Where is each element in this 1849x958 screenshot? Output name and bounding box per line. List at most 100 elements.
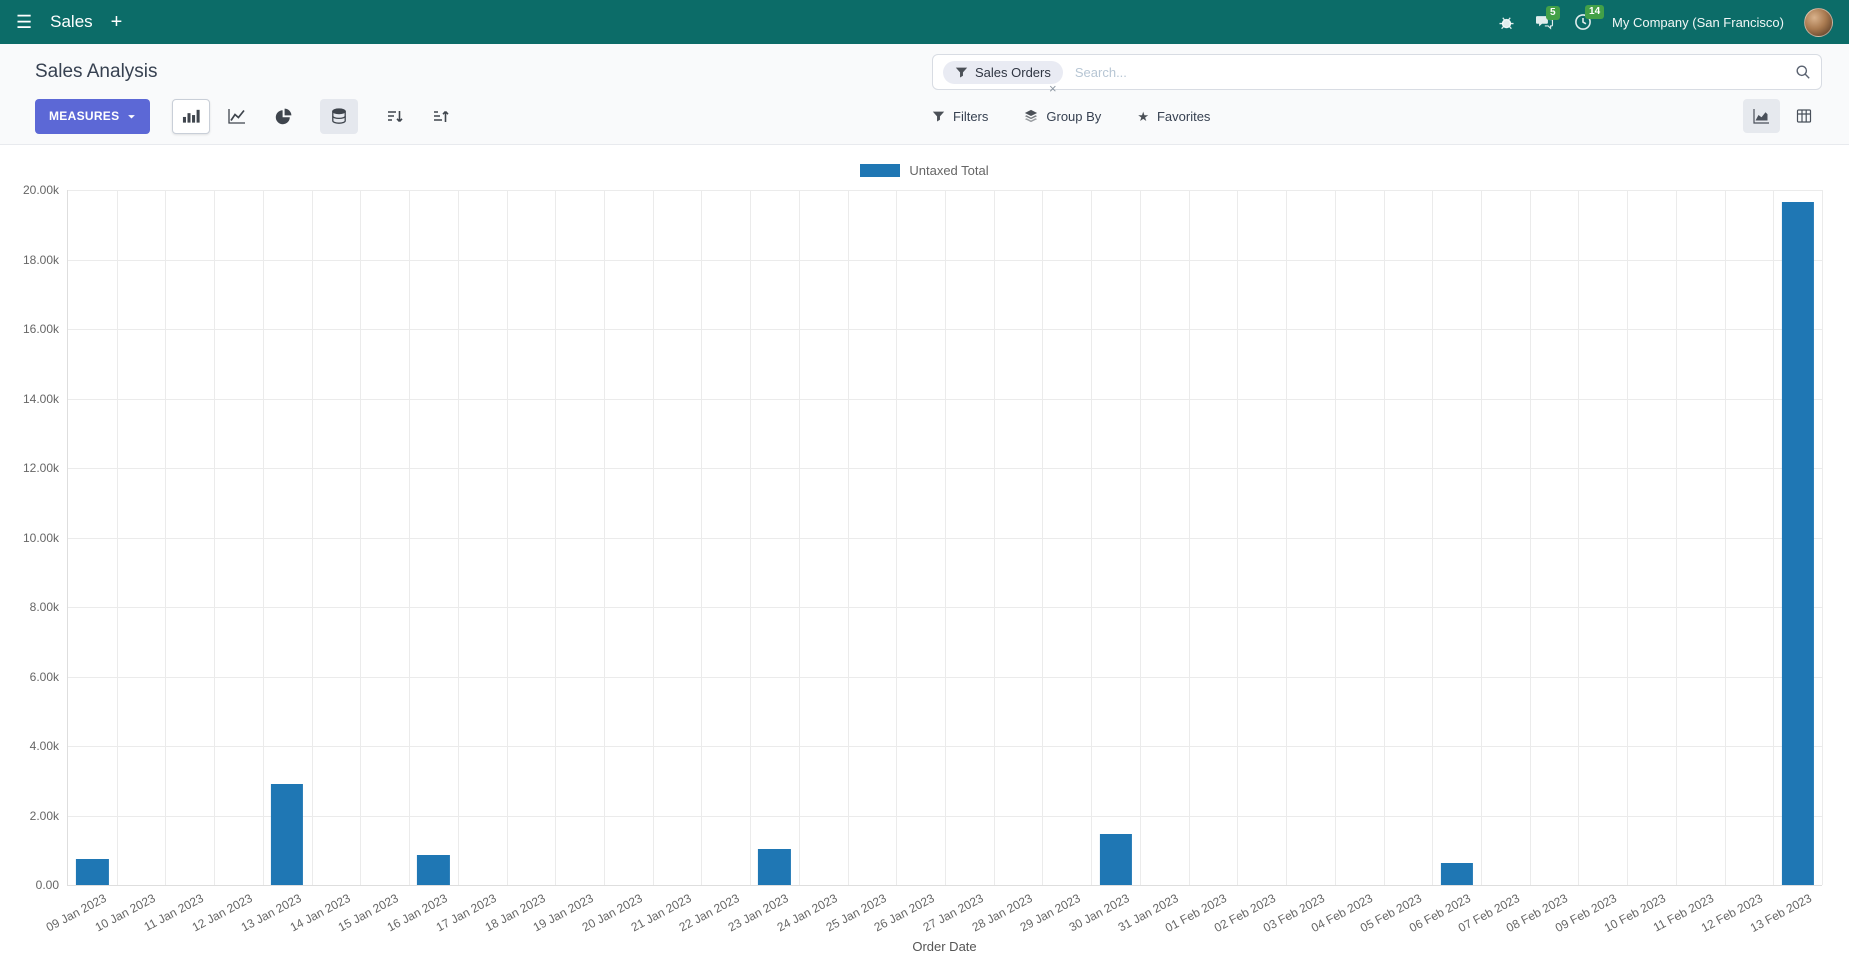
gridline-v (1042, 190, 1044, 885)
gridline-v (896, 190, 898, 885)
caret-down-icon (128, 114, 136, 118)
gridline-v (1334, 190, 1336, 885)
control-panel: Sales Analysis Sales Orders × MEASURES (0, 44, 1849, 145)
search-facet-label: Sales Orders (975, 64, 1051, 80)
apps-menu-icon[interactable]: ☰ (16, 12, 33, 32)
bar-06-feb-2023[interactable] (1440, 863, 1473, 885)
gridline-v (1627, 190, 1629, 885)
messages-badge: 5 (1546, 5, 1560, 20)
y-tick-label: 18.00k (22, 252, 59, 267)
gridline-v (262, 190, 264, 885)
company-switcher[interactable]: My Company (San Francisco) (1612, 14, 1784, 30)
facet-remove-icon[interactable]: × (1049, 81, 1057, 96)
gridline-v (360, 190, 362, 885)
star-icon: ★ (1137, 108, 1149, 124)
gridline-v (506, 190, 508, 885)
app-name[interactable]: Sales (50, 12, 93, 31)
database-stack-icon (332, 107, 347, 124)
bar-30-jan-2023[interactable] (1099, 833, 1132, 885)
gridline-v (945, 190, 946, 885)
line-chart-type-button[interactable] (218, 99, 256, 134)
gridline-v (116, 190, 118, 885)
search-facet-sales-orders[interactable]: Sales Orders (943, 60, 1063, 84)
pie-chart-type-button[interactable] (264, 99, 302, 134)
bug-icon (1499, 16, 1514, 29)
gridline-v (311, 190, 313, 885)
favorites-button[interactable]: ★ Favorites (1137, 108, 1211, 124)
pivot-view-button[interactable] (1785, 99, 1822, 133)
bar-09-jan-2023[interactable] (76, 858, 109, 885)
gridline-v (750, 190, 752, 885)
filters-button[interactable]: Filters (932, 109, 988, 124)
bar-chart-icon (183, 109, 201, 123)
legend-label: Untaxed Total (909, 162, 989, 178)
search-input[interactable] (1072, 63, 1785, 81)
gridline-v (1578, 190, 1580, 885)
measures-button[interactable]: MEASURES (35, 98, 151, 134)
legend-swatch (860, 163, 901, 177)
gridline-v (457, 190, 459, 885)
filter-funnel-icon (955, 67, 968, 78)
search-bar[interactable]: Sales Orders × (932, 54, 1822, 95)
sort-descending-button[interactable] (376, 99, 414, 134)
gridline-v (1237, 190, 1239, 885)
sort-ascending-icon (434, 110, 450, 122)
bar-13-jan-2023[interactable] (271, 784, 304, 885)
gridline-v (1773, 190, 1775, 885)
gridline-v (1139, 190, 1141, 885)
bar-chart-type-button[interactable] (172, 98, 211, 134)
sort-ascending-button[interactable] (422, 99, 460, 134)
filters-funnel-icon (932, 111, 945, 122)
gridline-v (1822, 190, 1823, 885)
gridline-v (1091, 190, 1093, 885)
page-title: Sales Analysis (35, 61, 158, 82)
sort-descending-icon (388, 110, 404, 122)
activities-button[interactable]: 14 (1574, 5, 1605, 31)
plot-area: 0.00 2.00k 4.00k 6.00k 8.00k 10.00k 12.00k 14.0… (23, 183, 1823, 935)
group-by-button[interactable]: Group By (1024, 109, 1101, 124)
messages-button[interactable]: 5 (1535, 5, 1560, 31)
gridline-v (993, 190, 995, 885)
graph-view: Untaxed Total 0.00 2.00k 4.00k 6.00k 8.00k 10… (0, 150, 1849, 958)
gridline-v (1432, 190, 1434, 885)
area-chart-icon (1753, 109, 1769, 124)
debug-bug-icon[interactable] (1498, 14, 1515, 31)
graph-view-button[interactable] (1743, 99, 1780, 133)
bar-16-jan-2023[interactable] (417, 855, 450, 885)
y-tick-label: 0.00 (35, 878, 59, 892)
gridline-v (214, 190, 216, 885)
gridline-v (1383, 190, 1385, 885)
bar-23-jan-2023[interactable] (758, 848, 791, 885)
y-tick-label: 4.00k (29, 739, 59, 753)
gridline-v (165, 190, 167, 885)
y-tick-label: 14.00k (22, 391, 59, 406)
gridline-v (1675, 190, 1677, 885)
gridline-v (1480, 190, 1482, 885)
activities-badge: 14 (1585, 5, 1605, 19)
legend[interactable]: Untaxed Total (0, 150, 1849, 184)
y-tick-label: 20.00k (22, 183, 59, 197)
bar-13-feb-2023[interactable] (1781, 202, 1814, 885)
user-avatar[interactable] (1804, 7, 1833, 37)
search-magnifier-icon[interactable] (1795, 64, 1811, 80)
top-navbar: ☰ Sales + 5 14 My Comp (0, 0, 1849, 44)
gridline-v (1188, 190, 1190, 885)
y-tick-label: 6.00k (29, 669, 59, 684)
clock-icon (1575, 14, 1591, 30)
y-tick-label: 8.00k (29, 600, 59, 614)
gridline-v (555, 190, 557, 885)
gridline-v (847, 190, 849, 885)
new-tab-plus-icon[interactable]: + (110, 11, 123, 33)
gridline-v (1724, 190, 1726, 885)
pivot-table-icon (1796, 109, 1811, 123)
gridline-v (1529, 190, 1531, 885)
line-chart-icon (228, 109, 246, 124)
view-switcher (1743, 99, 1822, 133)
gridline-v (798, 190, 800, 885)
y-tick-label: 10.00k (22, 530, 59, 545)
y-tick-label: 12.00k (22, 461, 59, 475)
stacked-toggle-button[interactable] (320, 98, 359, 134)
gridline-v (701, 190, 703, 885)
y-tick-label: 16.00k (22, 322, 59, 336)
y-tick-label: 2.00k (29, 808, 59, 823)
